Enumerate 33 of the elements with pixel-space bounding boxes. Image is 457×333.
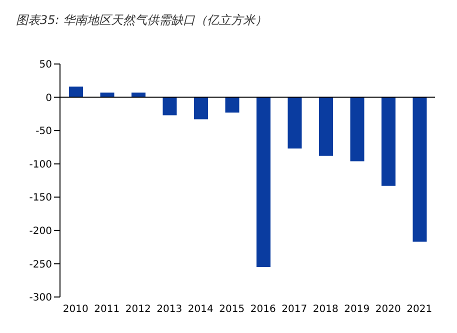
bar	[225, 97, 240, 113]
y-tick-label: -250	[29, 259, 52, 270]
bar	[350, 97, 364, 162]
bar	[319, 97, 333, 156]
bar	[256, 97, 270, 268]
x-tick-label: 2012	[125, 304, 151, 316]
x-tick-label: 2011	[94, 304, 120, 316]
y-tick-label: -50	[36, 126, 52, 138]
y-tick-label: 50	[39, 60, 52, 71]
x-tick-label: 2021	[406, 304, 432, 316]
y-tick-label: 0	[46, 92, 52, 104]
y-tick-label: -100	[29, 159, 52, 170]
bar	[100, 92, 114, 98]
y-tick-label: -300	[29, 292, 52, 304]
bar	[69, 86, 83, 98]
x-tick-label: 2015	[219, 304, 245, 316]
chart-title: 图表35: 华南地区天然气供需缺口（亿立方米）	[15, 12, 268, 29]
x-tick-label: 2017	[282, 304, 308, 316]
x-tick-label: 2014	[188, 304, 214, 316]
y-tick-label: -150	[29, 192, 52, 204]
bar	[194, 97, 208, 120]
bar	[288, 97, 302, 149]
x-tick-label: 2013	[156, 304, 182, 316]
x-tick-label: 2016	[250, 304, 276, 316]
x-tick-label: 2019	[344, 304, 370, 316]
bar	[412, 97, 427, 242]
bar	[132, 92, 146, 98]
x-tick-label: 2010	[62, 304, 88, 316]
bar	[382, 97, 396, 186]
x-tick-label: 2020	[375, 304, 401, 316]
bar	[162, 97, 177, 116]
x-tick-label: 2018	[312, 304, 338, 316]
y-tick-label: -200	[29, 226, 52, 237]
